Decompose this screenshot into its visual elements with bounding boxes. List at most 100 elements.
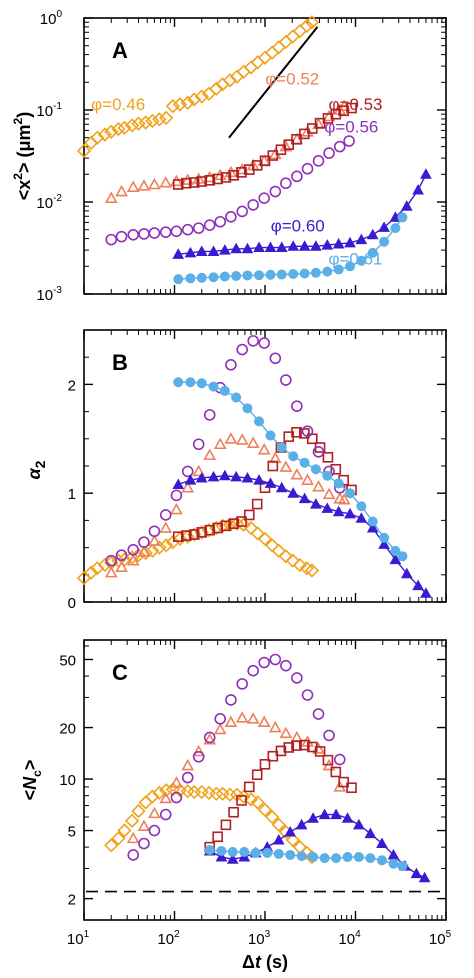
data-point	[314, 746, 326, 757]
data-point	[271, 543, 286, 558]
data-point	[137, 545, 151, 557]
data-point	[159, 538, 174, 553]
data-point	[304, 563, 320, 578]
data-point	[420, 168, 432, 179]
data-point	[312, 708, 325, 720]
data-point	[242, 270, 253, 281]
series-phi-0-61	[204, 844, 408, 872]
data-point	[304, 15, 320, 30]
data-point	[105, 554, 118, 567]
y-tick-exponent: -3	[53, 285, 62, 296]
data-point	[321, 502, 334, 513]
data-point	[236, 205, 249, 218]
data-point	[291, 134, 302, 145]
data-point	[170, 502, 183, 515]
data-point	[219, 271, 230, 282]
data-point	[318, 808, 331, 820]
data-point	[137, 179, 151, 191]
data-point	[275, 241, 288, 253]
x-tick-label: 101	[67, 929, 90, 948]
data-point	[307, 812, 319, 823]
y-tick-label: 10-3	[36, 285, 62, 304]
data-point	[127, 229, 140, 241]
data-point	[236, 789, 251, 804]
data-point	[265, 538, 280, 553]
y-tick-label: 50	[59, 652, 76, 669]
data-point	[195, 245, 208, 256]
data-point	[180, 529, 195, 544]
series-line	[178, 475, 427, 594]
data-point	[285, 553, 300, 568]
slope-reference-line	[228, 26, 319, 139]
data-point	[412, 579, 424, 591]
data-point	[366, 521, 379, 533]
data-point	[306, 123, 318, 134]
data-point	[185, 273, 196, 284]
data-point	[228, 170, 239, 181]
data-point	[254, 416, 265, 427]
data-point	[338, 776, 349, 788]
series-phi-0-52	[126, 711, 347, 844]
data-point	[271, 40, 286, 55]
y-tick-label: 5	[68, 824, 76, 841]
data-point	[301, 689, 314, 701]
data-point	[203, 448, 217, 460]
data-point	[397, 212, 408, 223]
data-point	[236, 517, 251, 532]
data-point	[376, 855, 387, 866]
data-point	[292, 23, 308, 39]
panel-B: 0 1 2 B	[68, 329, 447, 612]
data-point	[213, 722, 227, 735]
series-label: φ=0.56	[324, 117, 378, 136]
series-phi-0-56	[105, 135, 355, 246]
data-point	[319, 853, 330, 864]
txt: (s)	[261, 952, 288, 972]
data-point	[165, 535, 181, 550]
data-point	[341, 812, 354, 823]
data-point	[310, 267, 321, 278]
data-point	[172, 531, 184, 543]
y-tick-exponent: 0	[56, 9, 62, 20]
data-point	[257, 715, 271, 727]
data-point	[322, 470, 333, 481]
data-point	[214, 713, 227, 725]
data-point	[288, 451, 299, 462]
data-point	[115, 560, 128, 572]
data-point	[291, 400, 303, 412]
data-point	[222, 73, 238, 88]
data-point	[145, 543, 160, 558]
data-point	[321, 239, 334, 250]
data-point	[259, 758, 271, 770]
x-tick-label: 103	[248, 929, 271, 948]
data-point	[226, 853, 239, 864]
data-point	[389, 553, 402, 565]
data-point	[204, 524, 216, 536]
data-point	[203, 731, 216, 744]
data-point	[310, 498, 322, 509]
panel-letter: B	[112, 350, 128, 375]
data-point	[181, 465, 194, 478]
data-point	[390, 223, 401, 234]
data-point	[159, 521, 173, 533]
data-point	[172, 248, 185, 259]
data-point	[265, 45, 280, 60]
data-point	[117, 120, 132, 135]
data-point	[231, 392, 242, 403]
x-tick-label: 102	[157, 929, 180, 948]
data-point	[138, 536, 150, 548]
data-point	[246, 712, 260, 724]
series-phi-0-56	[105, 335, 346, 567]
data-point	[322, 266, 333, 277]
series-phi-0-60	[172, 469, 432, 598]
data-point	[181, 223, 194, 236]
data-point	[397, 861, 408, 872]
data-point	[279, 726, 293, 739]
data-point	[243, 60, 259, 75]
data-point	[165, 99, 181, 114]
data-point	[259, 155, 271, 167]
data-point	[364, 827, 377, 839]
data-point	[115, 230, 128, 243]
data-point	[242, 403, 253, 414]
y-axis-titles: <x2> (μm2) α2 <Nc>	[11, 112, 48, 801]
data-point	[291, 672, 303, 684]
